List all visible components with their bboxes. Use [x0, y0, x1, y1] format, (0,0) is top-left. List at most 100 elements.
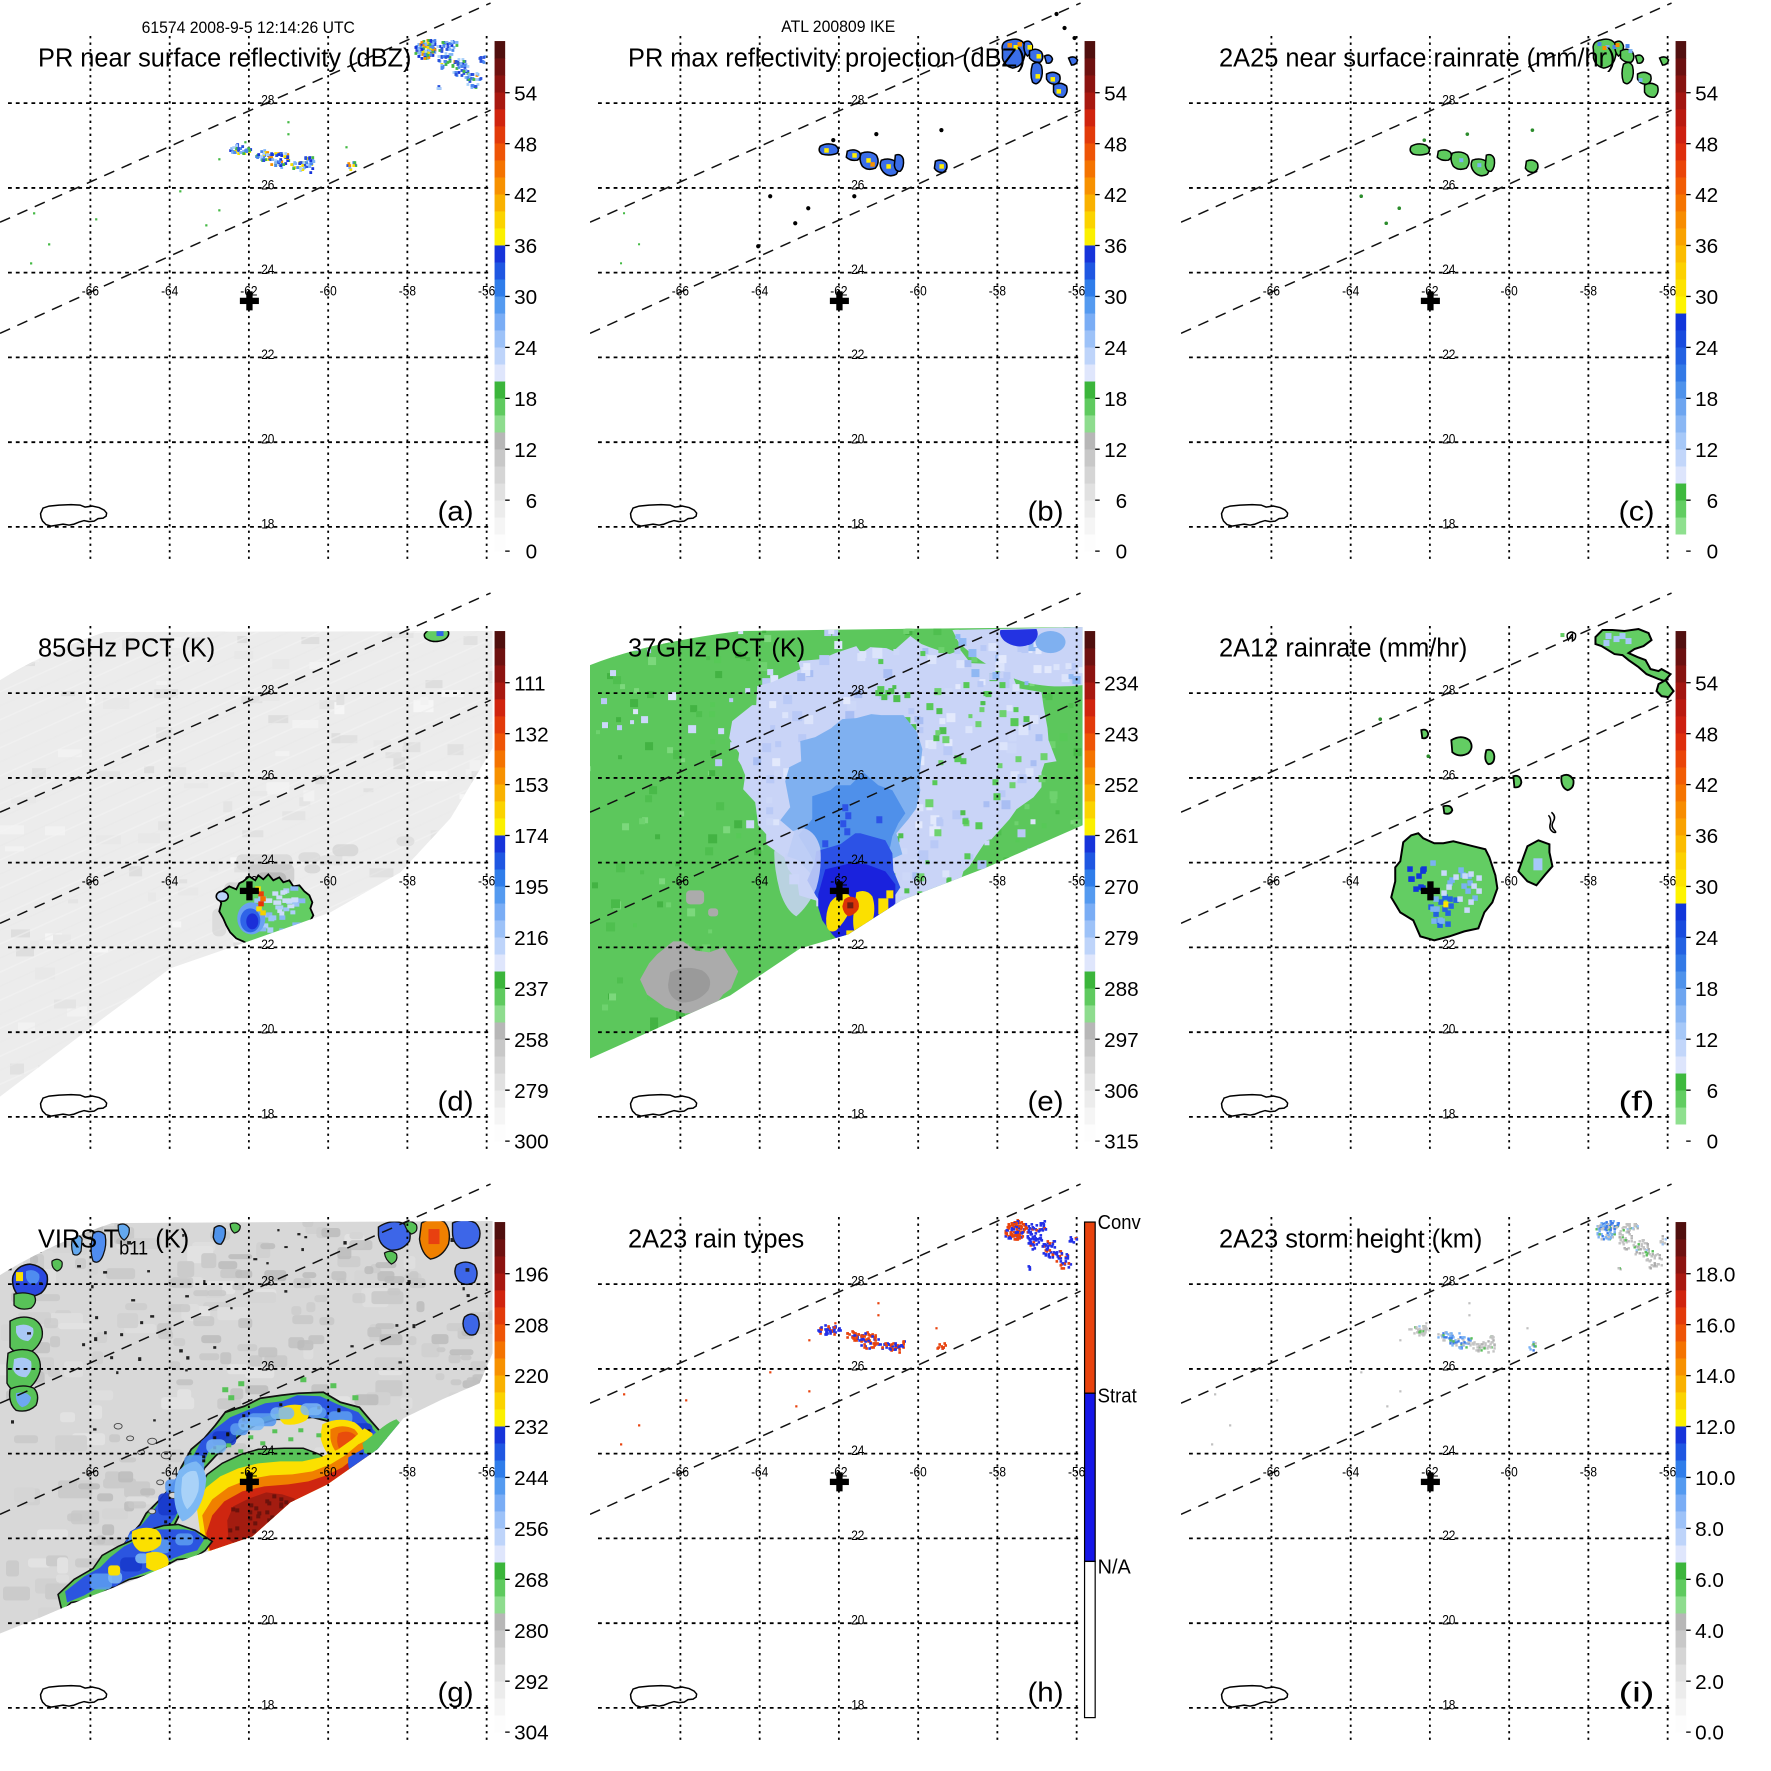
svg-text:279: 279 — [514, 1080, 549, 1103]
svg-text:ATL 200809 IKE: ATL 200809 IKE — [782, 17, 896, 36]
svg-text:4.0: 4.0 — [1695, 1620, 1724, 1643]
svg-text:20: 20 — [1442, 431, 1455, 447]
svg-text:-62: -62 — [831, 873, 848, 889]
svg-text:26: 26 — [261, 176, 274, 192]
svg-text:30: 30 — [514, 286, 537, 309]
svg-text:-62: -62 — [1421, 1463, 1438, 1479]
svg-text:42: 42 — [1104, 184, 1127, 207]
svg-text:28: 28 — [1442, 1272, 1455, 1288]
svg-text:2.0: 2.0 — [1695, 1670, 1724, 1693]
svg-text:-62: -62 — [1421, 282, 1438, 298]
svg-text:18: 18 — [1442, 1696, 1455, 1712]
svg-text:-58: -58 — [989, 873, 1006, 889]
svg-text:252: 252 — [1104, 775, 1139, 798]
svg-text:12: 12 — [1695, 439, 1718, 462]
svg-text:243: 243 — [1104, 724, 1139, 747]
svg-text:8.0: 8.0 — [1695, 1518, 1724, 1541]
svg-text:270: 270 — [1104, 876, 1139, 899]
svg-text:42: 42 — [1695, 775, 1718, 798]
svg-text:-64: -64 — [751, 1463, 768, 1479]
svg-text:22: 22 — [851, 346, 864, 362]
svg-text:26: 26 — [261, 1357, 274, 1373]
svg-text:14.0: 14.0 — [1695, 1365, 1735, 1388]
svg-text:20: 20 — [261, 1611, 274, 1627]
svg-text:-64: -64 — [161, 1463, 178, 1479]
svg-text:28: 28 — [261, 1272, 274, 1288]
svg-text:0.0: 0.0 — [1695, 1721, 1724, 1744]
svg-text:24: 24 — [1695, 337, 1718, 360]
svg-text:288: 288 — [1104, 978, 1139, 1001]
svg-text:292: 292 — [514, 1670, 549, 1693]
svg-text:54: 54 — [1695, 673, 1718, 696]
svg-text:Strat: Strat — [1098, 1384, 1137, 1407]
svg-text:196: 196 — [514, 1263, 549, 1286]
svg-text:12: 12 — [1695, 1029, 1718, 1052]
svg-text:18: 18 — [261, 1106, 274, 1122]
svg-text:-58: -58 — [1579, 1463, 1596, 1479]
svg-text:(c): (c) — [1618, 496, 1654, 527]
svg-text:-56: -56 — [1659, 873, 1676, 889]
svg-text:(h): (h) — [1028, 1676, 1064, 1707]
svg-text:20: 20 — [851, 431, 864, 447]
svg-text:-56: -56 — [478, 282, 495, 298]
svg-text:61574 2008-9-5 12:14:26 UTC: 61574 2008-9-5 12:14:26 UTC — [142, 18, 355, 37]
svg-text:28: 28 — [851, 92, 864, 108]
svg-text:-58: -58 — [399, 873, 416, 889]
svg-text:208: 208 — [514, 1314, 549, 1337]
svg-text:18: 18 — [261, 1696, 274, 1712]
svg-text:-62: -62 — [240, 1463, 257, 1479]
svg-text:-66: -66 — [1262, 282, 1279, 298]
svg-text:-58: -58 — [1579, 282, 1596, 298]
svg-text:0: 0 — [1706, 1131, 1718, 1154]
svg-text:279: 279 — [1104, 927, 1139, 950]
svg-text:30: 30 — [1695, 876, 1718, 899]
svg-text:-58: -58 — [989, 1463, 1006, 1479]
svg-text:-66: -66 — [1262, 873, 1279, 889]
svg-text:6: 6 — [1706, 490, 1718, 513]
svg-text:20: 20 — [1442, 1611, 1455, 1627]
svg-text:18: 18 — [514, 388, 537, 411]
svg-text:237: 237 — [514, 978, 549, 1001]
svg-text:-66: -66 — [82, 873, 99, 889]
svg-text:-60: -60 — [1500, 1463, 1517, 1479]
svg-text:-58: -58 — [399, 282, 416, 298]
svg-text:-60: -60 — [1500, 282, 1517, 298]
svg-text:-66: -66 — [82, 282, 99, 298]
svg-text:30: 30 — [1695, 286, 1718, 309]
svg-text:6: 6 — [1706, 1080, 1718, 1103]
svg-text:20: 20 — [261, 1021, 274, 1037]
svg-text:28: 28 — [261, 682, 274, 698]
svg-text:-64: -64 — [751, 282, 768, 298]
svg-text:28: 28 — [1442, 92, 1455, 108]
svg-text:PR max reflectivity projection: PR max reflectivity projection (dBZ) — [628, 43, 1025, 73]
svg-text:-66: -66 — [1262, 1463, 1279, 1479]
svg-text:(a): (a) — [437, 496, 473, 527]
svg-text:-62: -62 — [240, 282, 257, 298]
svg-text:30: 30 — [1104, 286, 1127, 309]
svg-text:-62: -62 — [831, 1463, 848, 1479]
svg-text:12.0: 12.0 — [1695, 1416, 1735, 1439]
svg-text:26: 26 — [261, 767, 274, 783]
svg-text:-60: -60 — [910, 1463, 927, 1479]
svg-text:-64: -64 — [161, 873, 178, 889]
svg-text:6: 6 — [1116, 490, 1128, 513]
svg-text:-64: -64 — [1342, 873, 1359, 889]
svg-text:16.0: 16.0 — [1695, 1314, 1735, 1337]
svg-text:-56: -56 — [1068, 282, 1085, 298]
svg-text:232: 232 — [514, 1416, 549, 1439]
svg-text:12: 12 — [1104, 439, 1127, 462]
svg-text:216: 216 — [514, 927, 549, 950]
svg-text:-66: -66 — [82, 1463, 99, 1479]
svg-text:244: 244 — [514, 1467, 549, 1490]
svg-text:(d): (d) — [437, 1086, 473, 1117]
svg-text:-64: -64 — [1342, 282, 1359, 298]
svg-text:111: 111 — [514, 673, 546, 696]
svg-text:24: 24 — [261, 851, 274, 867]
svg-text:220: 220 — [514, 1365, 549, 1388]
svg-text:18: 18 — [1695, 978, 1718, 1001]
svg-text:-62: -62 — [831, 282, 848, 298]
svg-text:20: 20 — [851, 1021, 864, 1037]
svg-text:24: 24 — [261, 1442, 274, 1458]
svg-text:48: 48 — [1695, 133, 1718, 156]
svg-text:28: 28 — [1442, 682, 1455, 698]
